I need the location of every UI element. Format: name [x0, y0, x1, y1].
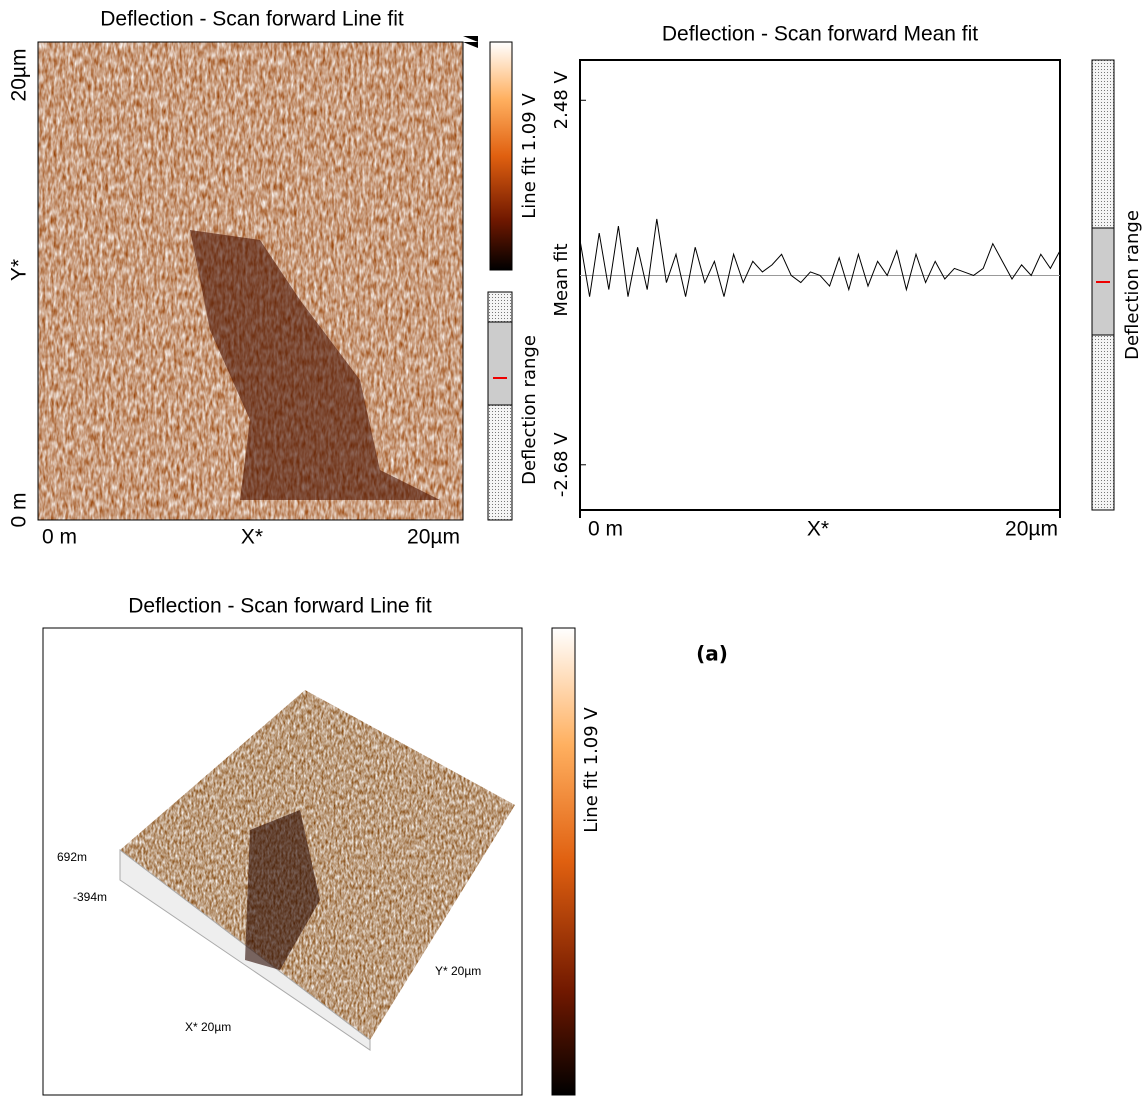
colorbar-label: Line fit 1.09 V	[519, 93, 540, 219]
panel-label: (a)	[696, 642, 728, 666]
colorbar	[551, 627, 576, 1096]
plot-frame	[579, 59, 1061, 511]
x-tick-label: 0 m	[588, 518, 623, 541]
range-label: Deflection range	[1122, 210, 1143, 360]
profile-line	[579, 218, 1061, 297]
surface-side	[119, 848, 371, 1051]
x-label: X*	[241, 526, 263, 549]
dark-region	[245, 810, 320, 970]
surface	[120, 690, 515, 1040]
y-label: Y*	[8, 259, 31, 281]
x-axis-label: X*	[807, 518, 829, 541]
z-bottom: -394m	[73, 890, 107, 904]
x-left: 0 m	[42, 526, 77, 549]
y-axis-label: Mean fit	[551, 243, 572, 316]
y-top: 20µm	[8, 49, 31, 102]
colorbar	[489, 41, 513, 271]
y-tick-label: 2.48 V	[551, 71, 572, 130]
y-bottom: 0 m	[8, 492, 31, 527]
colorbar-label: Line fit 1.09 V	[581, 707, 602, 833]
range-window	[487, 321, 513, 406]
range-label: Deflection range	[519, 335, 540, 485]
marker	[463, 36, 478, 48]
image-frame	[37, 41, 464, 521]
dark-region	[190, 230, 440, 500]
panel-title: Deflection - Scan forward Line fit	[128, 595, 432, 618]
x-label: X* 20µm	[185, 1020, 231, 1034]
x-right: 20µm	[407, 526, 460, 549]
x-tick-label: 20µm	[1005, 518, 1058, 541]
chart-title: Deflection - Scan forward Mean fit	[662, 23, 978, 46]
panel-title: Deflection - Scan forward Line fit	[100, 8, 404, 31]
z-top: 692m	[57, 850, 87, 864]
y-label: Y* 20µm	[435, 964, 481, 978]
y-tick-label: -2.68 V	[551, 432, 572, 497]
view-frame	[42, 627, 523, 1096]
